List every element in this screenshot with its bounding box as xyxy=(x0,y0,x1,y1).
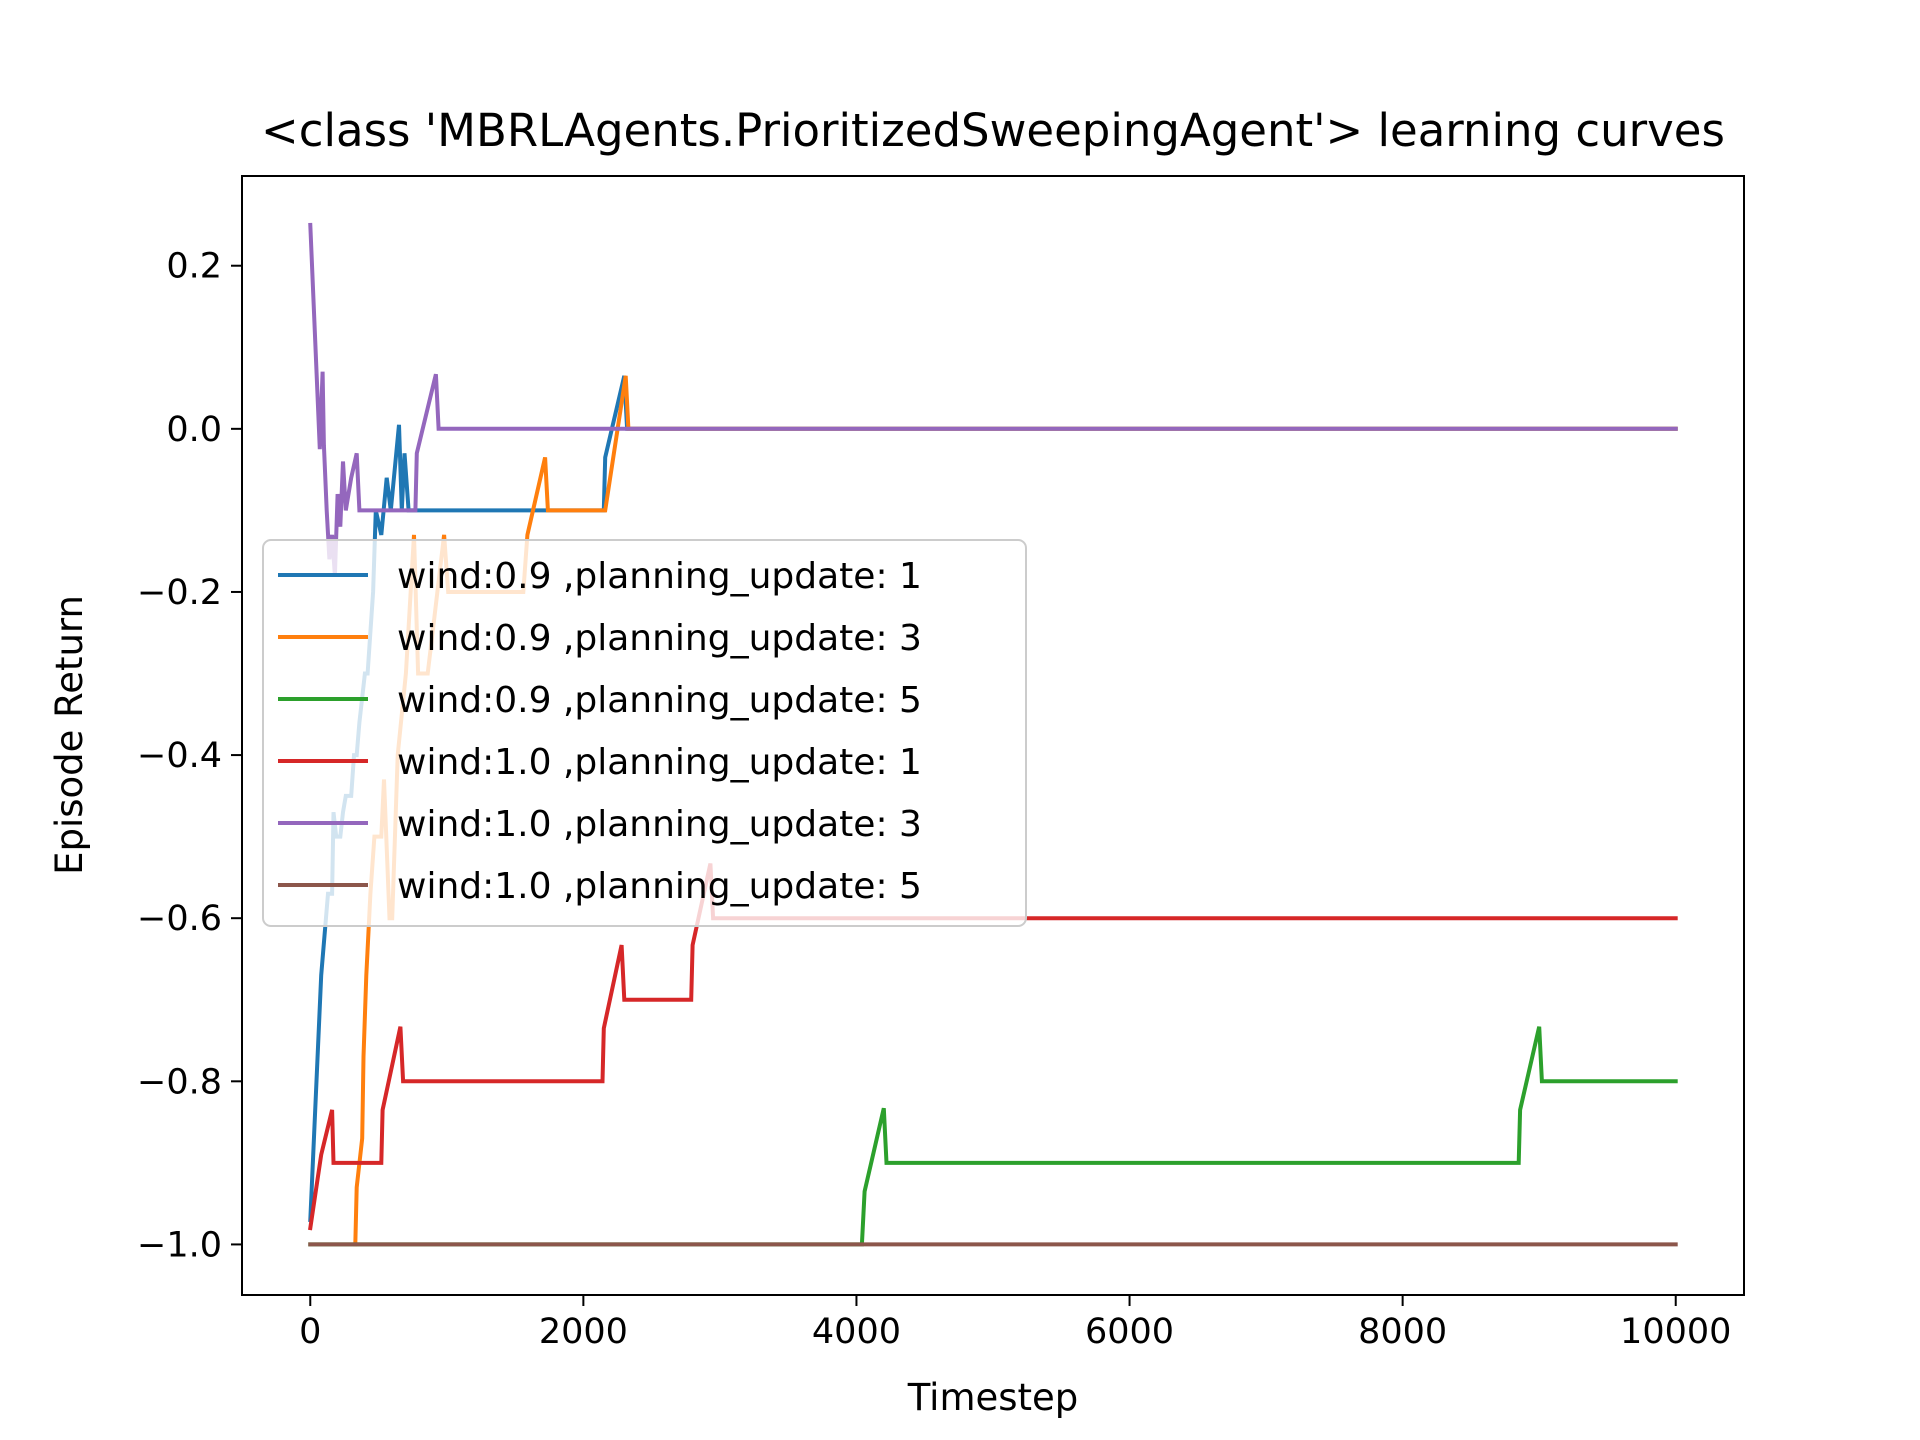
series-line-3 xyxy=(308,1026,1678,1247)
legend-label: wind:1.0 ,planning_update: 5 xyxy=(397,866,922,907)
y-tick-label: 0.2 xyxy=(166,247,222,287)
x-tick-label: 0 xyxy=(299,1312,321,1352)
legend-label: wind:1.0 ,planning_update: 3 xyxy=(397,804,922,845)
x-axis-label: Timestep xyxy=(907,1376,1079,1419)
legend-label: wind:0.9 ,planning_update: 3 xyxy=(397,618,922,659)
y-axis: −1.0 −0.8 −0.6 −0.4 −0.2 0.0 0.2 xyxy=(137,247,242,1265)
legend-label: wind:0.9 ,planning_update: 1 xyxy=(397,556,922,597)
series-line-5 xyxy=(308,222,1678,576)
y-tick-label: −0.6 xyxy=(137,899,222,939)
y-tick-label: −0.8 xyxy=(137,1062,222,1102)
x-axis: 0 2000 4000 6000 8000 10000 xyxy=(299,1295,1731,1352)
chart-title: <class 'MBRLAgents.PrioritizedSweepingAg… xyxy=(261,104,1725,157)
legend-label: wind:0.9 ,planning_update: 5 xyxy=(397,680,922,721)
y-tick-label: 0.0 xyxy=(166,410,222,450)
legend: wind:0.9 ,planning_update: 1 wind:0.9 ,pl… xyxy=(262,539,1027,927)
x-tick-label: 10000 xyxy=(1620,1312,1731,1352)
y-tick-label: −0.2 xyxy=(137,573,222,613)
series-line-2 xyxy=(353,375,1678,1247)
x-tick-label: 4000 xyxy=(812,1312,901,1352)
x-tick-label: 2000 xyxy=(539,1312,628,1352)
x-tick-label: 6000 xyxy=(1085,1312,1174,1352)
x-tick-label: 8000 xyxy=(1358,1312,1447,1352)
y-axis-label: Episode Return xyxy=(48,595,91,875)
legend-box xyxy=(262,539,1027,927)
y-tick-label: −1.0 xyxy=(137,1225,222,1265)
legend-label: wind:1.0 ,planning_update: 1 xyxy=(397,742,922,783)
plot-area-frame xyxy=(241,175,1745,1296)
y-tick-label: −0.4 xyxy=(137,736,222,776)
